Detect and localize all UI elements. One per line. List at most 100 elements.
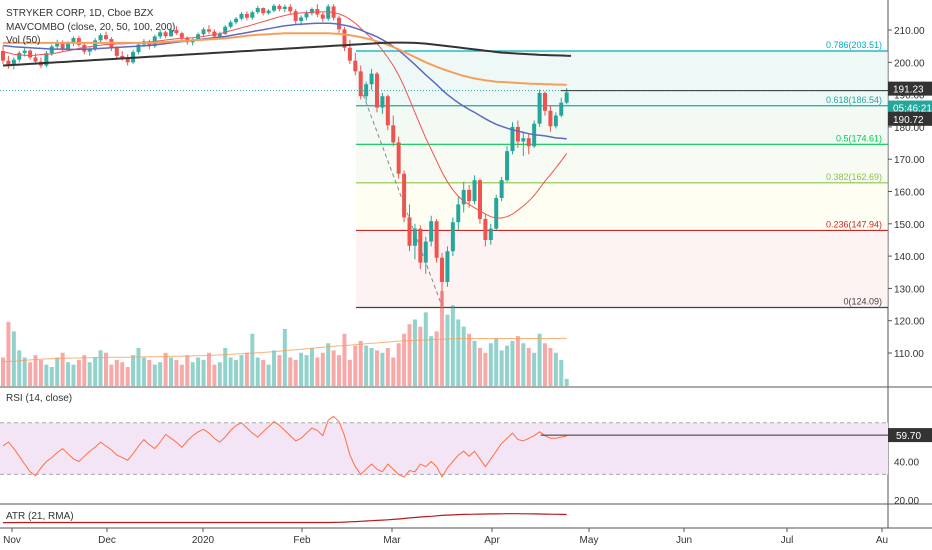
candle-body — [255, 8, 260, 13]
atr-indicator-title[interactable]: ATR (21, RMA) — [6, 511, 74, 522]
atr-pane — [3, 513, 567, 524]
fibonacci-retracement[interactable]: 0.786(203.51) 0.618(186.54) 0.5(174.61) 0.3… — [356, 40, 888, 309]
volume-bar — [82, 355, 87, 386]
volume-bar — [358, 340, 363, 386]
candle-body — [277, 5, 282, 10]
candle-body — [499, 180, 504, 198]
candle-body — [505, 151, 510, 181]
fib-zone — [356, 144, 888, 183]
price-axis[interactable]: 210.00 200.00 190.00 180.00 170.00 160.00 150.… — [0, 26, 925, 360]
volume-bar — [244, 352, 249, 386]
candle-body — [440, 257, 445, 282]
candle-body — [282, 6, 287, 10]
pre-price-tag-bg — [888, 81, 932, 96]
candle-body — [347, 47, 352, 61]
countdown-tag-bg — [888, 100, 932, 115]
candle-body — [87, 49, 92, 52]
candle-body — [450, 222, 455, 252]
time-tick-label: Dec — [98, 535, 116, 546]
volume-bar — [28, 362, 33, 386]
candle-body — [320, 14, 325, 19]
candle-body — [120, 55, 125, 59]
candle-body — [515, 126, 520, 142]
volume-bar — [141, 357, 146, 386]
ma-line-100 — [3, 32, 567, 86]
symbol-title: STRYKER CORP, 1D, Cboe BZX — [6, 8, 154, 19]
candle-body — [125, 58, 130, 63]
candle-body — [261, 8, 266, 14]
volume-bar — [461, 326, 466, 386]
time-tick-label: Apr — [484, 535, 500, 546]
volume-bar — [532, 352, 537, 386]
volume-bar — [60, 352, 65, 386]
volume-bar — [250, 333, 255, 386]
ma-indicator-title[interactable]: MAVCOMBO (close, 20, 50, 100, 200) — [6, 22, 175, 33]
candle-body — [60, 42, 65, 50]
price-tick-label: 110.00 — [894, 349, 924, 360]
candle-body — [98, 35, 103, 41]
rsi-indicator-title[interactable]: RSI (14, close) — [6, 393, 72, 404]
volume-bar — [103, 352, 108, 386]
volume-bar — [282, 329, 287, 386]
volume-bar — [239, 355, 244, 386]
volume-bar — [450, 305, 455, 386]
volume-bar — [33, 355, 38, 386]
volume-bar — [369, 348, 374, 386]
price-tick-label: 150.00 — [894, 220, 925, 231]
candle-body — [114, 47, 119, 56]
rsi-line — [2, 415, 567, 479]
pre-price-tag: 191.23 — [893, 85, 924, 96]
volume-bar — [488, 343, 493, 386]
candle-body — [179, 33, 184, 38]
candle-body — [33, 57, 38, 62]
volume-bar — [169, 357, 174, 386]
time-tick-label: Au — [876, 535, 888, 546]
volume-bar — [515, 336, 520, 386]
fib-level-label: 0.786(203.51) — [826, 40, 882, 50]
candles[interactable] — [1, 4, 569, 307]
candle-body — [537, 92, 542, 124]
time-tick-label: 2020 — [192, 535, 215, 546]
volume-bar — [418, 326, 423, 386]
price-tick-label: 140.00 — [894, 252, 925, 263]
fib-zone — [356, 182, 888, 231]
price-tick-label: 170.00 — [894, 155, 925, 166]
volume-bar — [510, 340, 515, 386]
volume-bar — [494, 338, 499, 386]
volume-bar — [49, 367, 54, 386]
fib-zone — [356, 230, 888, 308]
volume-indicator-title[interactable]: Vol (50) — [6, 35, 40, 46]
time-tick-label: Mar — [383, 535, 401, 546]
candle-body — [543, 92, 547, 111]
candle-body — [158, 32, 163, 37]
candle-body — [445, 251, 450, 282]
candle-body — [521, 138, 526, 142]
volume-ma-line — [2, 338, 567, 363]
candle-body — [564, 92, 569, 103]
volume-bar — [22, 357, 27, 386]
candle-body — [418, 228, 423, 263]
candle-body — [76, 38, 81, 45]
volume-bar — [423, 312, 428, 386]
fib-level-label: 0(124.09) — [843, 296, 882, 306]
candle-body — [11, 59, 16, 65]
volume-bar — [477, 348, 482, 386]
volume-bar — [125, 367, 130, 386]
candle-body — [103, 35, 108, 40]
candle-body — [494, 197, 499, 229]
volume-bar — [114, 359, 119, 386]
time-tick-label: May — [580, 535, 599, 546]
volume-bar — [147, 359, 152, 386]
trend-dashed-line — [360, 87, 443, 307]
time-axis[interactable]: Nov Dec 2020 Feb Mar Apr May Jun Jul Au — [3, 528, 888, 546]
volume-bar — [309, 348, 314, 386]
volume-bar — [87, 362, 92, 386]
countdown-tag: 05:46:21 — [893, 104, 932, 115]
volume-bar — [347, 359, 352, 386]
atr-line — [3, 513, 567, 524]
candle-body — [234, 18, 239, 23]
candle-body — [201, 29, 206, 35]
candle-body — [163, 32, 168, 37]
price-tick-label: 200.00 — [894, 58, 925, 69]
